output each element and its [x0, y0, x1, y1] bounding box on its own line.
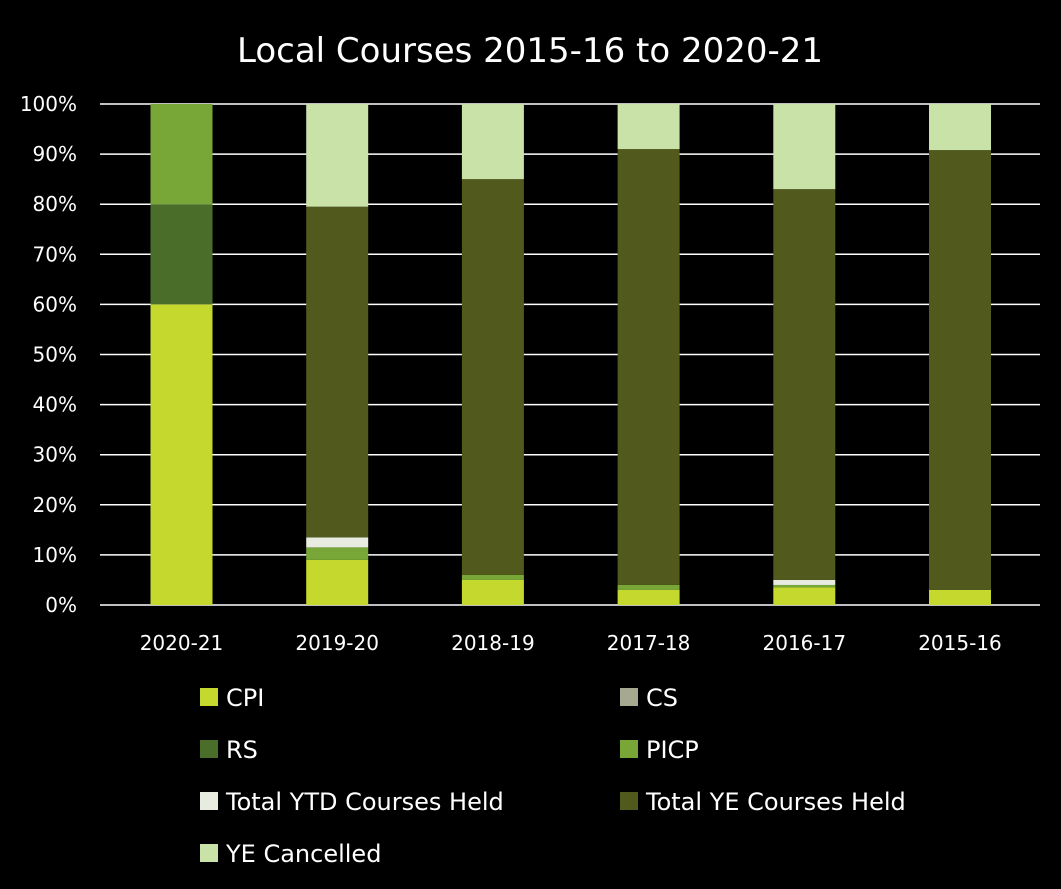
- x-category-label: 2017-18: [607, 631, 691, 655]
- y-tick-label: 60%: [33, 292, 77, 316]
- grid: [100, 103, 1040, 606]
- legend-item: Total YTD Courses Held: [200, 788, 504, 816]
- y-axis-ticks: 0% 10% 20% 30% 40% 50% 60% 70% 80% 90% 100%: [20, 92, 77, 617]
- bar-segment-ye-cancelled: [617, 104, 680, 150]
- legend-swatch: [200, 740, 218, 758]
- legend-swatch: [200, 792, 218, 810]
- legend-swatch: [620, 792, 638, 810]
- bar-segment-total-ye-courses-held: [773, 189, 836, 580]
- legend-item: RS: [200, 736, 258, 764]
- legend-item: Total YE Courses Held: [620, 788, 906, 816]
- bar-segment-ye-cancelled: [461, 104, 524, 180]
- legend-item: YE Cancelled: [200, 840, 381, 868]
- legend-label: YE Cancelled: [225, 840, 381, 868]
- x-category-label: 2018-19: [451, 631, 535, 655]
- bar-segment-total-ye-courses-held: [617, 149, 680, 585]
- legend-label: RS: [226, 736, 258, 764]
- legend-swatch: [200, 844, 218, 862]
- y-tick-label: 40%: [33, 393, 77, 417]
- bar-segment-ye-cancelled: [306, 104, 369, 207]
- bar-segment-picp: [150, 104, 213, 205]
- bar-segment-cpi: [306, 559, 369, 605]
- legend-label: CPI: [226, 684, 264, 712]
- y-tick-label: 0%: [45, 593, 77, 617]
- bar-segment-picp: [773, 584, 836, 588]
- bar-segment-ye-cancelled: [929, 104, 991, 151]
- bar-segment-picp: [306, 547, 369, 560]
- x-category-label: 2020-21: [140, 631, 224, 655]
- legend-label: Total YTD Courses Held: [225, 788, 504, 816]
- legend-label: PICP: [646, 736, 699, 764]
- y-tick-label: 20%: [33, 493, 77, 517]
- x-category-label: 2015-16: [918, 631, 1002, 655]
- y-tick-label: 50%: [33, 343, 77, 367]
- x-axis-categories: 2020-21 2019-20 2018-19 2017-18 2016-17 2015-…: [140, 631, 1002, 655]
- legend-swatch: [620, 740, 638, 758]
- legend: CPI CS RS PICP Total YTD Courses Held Total Y…: [200, 684, 906, 868]
- bar-segment-cpi: [150, 304, 213, 605]
- legend-label: CS: [646, 684, 678, 712]
- y-tick-label: 100%: [20, 92, 77, 116]
- x-category-label: 2019-20: [295, 631, 379, 655]
- x-category-label: 2016-17: [763, 631, 847, 655]
- legend-swatch: [200, 688, 218, 706]
- chart-title: Local Courses 2015-16 to 2020-21: [237, 31, 823, 71]
- y-tick-label: 90%: [33, 142, 77, 166]
- y-tick-label: 70%: [33, 242, 77, 266]
- legend-item: PICP: [620, 736, 699, 764]
- legend-item: CS: [620, 684, 678, 712]
- bar-segment-ye-cancelled: [773, 104, 836, 190]
- legend-label: Total YE Courses Held: [645, 788, 906, 816]
- legend-item: CPI: [200, 684, 264, 712]
- bar-segment-cpi: [773, 587, 836, 605]
- bar-segment-cpi: [461, 579, 524, 605]
- legend-swatch: [620, 688, 638, 706]
- y-tick-label: 80%: [33, 192, 77, 216]
- bar-segment-picp: [617, 584, 680, 590]
- y-tick-label: 30%: [33, 443, 77, 467]
- bar-segment-cpi: [929, 589, 991, 605]
- bar-segment-total-ye-courses-held: [461, 179, 524, 575]
- bar-segment-total-ytd-courses-held: [306, 537, 369, 548]
- bars: [150, 104, 991, 605]
- bar-segment-rs: [150, 204, 213, 305]
- bar-segment-cpi: [617, 589, 680, 605]
- bar-segment-total-ye-courses-held: [929, 150, 991, 590]
- bar-segment-total-ye-courses-held: [306, 206, 369, 538]
- y-tick-label: 10%: [33, 543, 77, 567]
- bar-segment-picp: [461, 574, 524, 580]
- bar-segment-total-ytd-courses-held: [773, 579, 836, 585]
